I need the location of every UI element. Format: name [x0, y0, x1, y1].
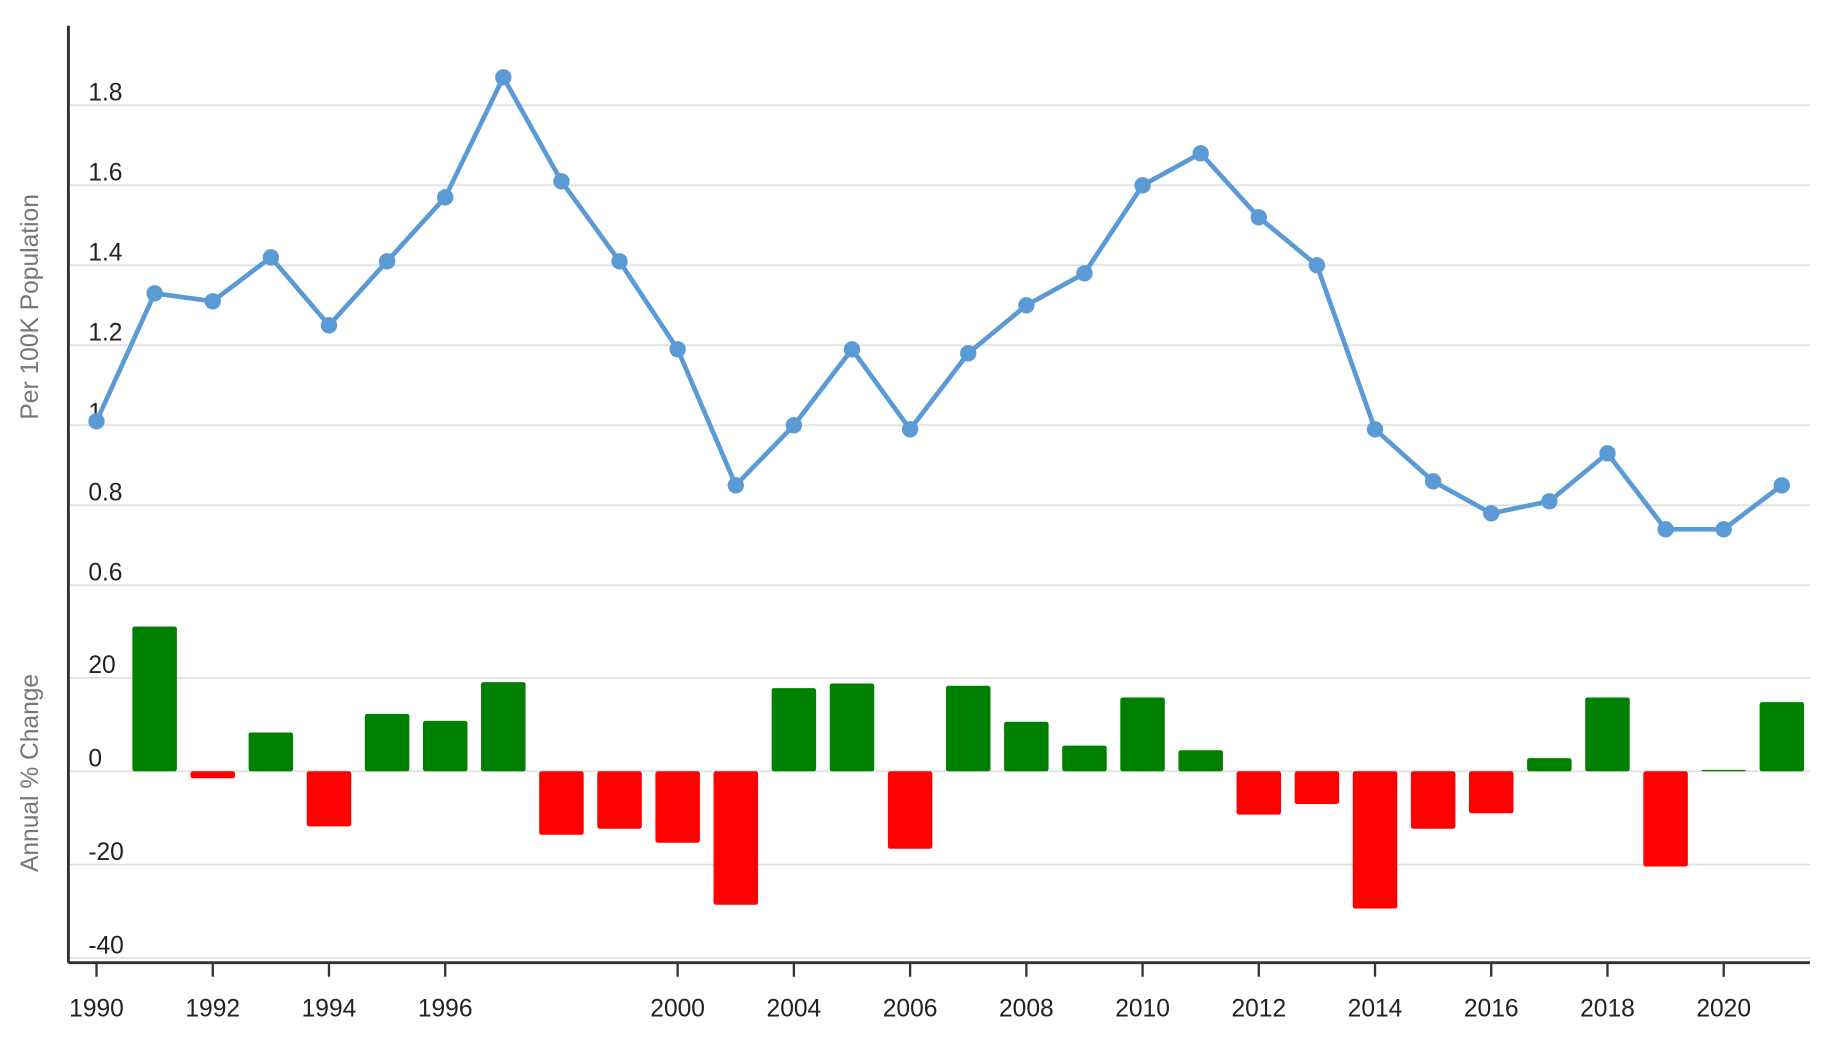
y-tick-label: 1.2 [88, 320, 122, 347]
data-point [785, 417, 803, 434]
data-point [1192, 145, 1209, 162]
x-tick-label: 1992 [185, 996, 240, 1023]
data-point [1250, 209, 1267, 226]
data-point [1308, 257, 1326, 274]
data-point [1424, 473, 1442, 490]
data-point [378, 253, 396, 270]
bar [481, 682, 526, 772]
y-tick-label: 0.8 [88, 480, 122, 507]
data-point [262, 249, 280, 266]
data-point [1018, 297, 1035, 314]
x-tick-label: 2020 [1696, 996, 1751, 1023]
y-tick-label: 0.6 [88, 560, 122, 587]
y-tick-label: 1.8 [88, 80, 122, 107]
x-tick-label: 1994 [302, 996, 357, 1023]
data-point [146, 285, 163, 302]
x-tick-label: 2004 [767, 996, 822, 1023]
bar [132, 626, 177, 772]
data-point [1483, 505, 1500, 522]
bar [1701, 769, 1746, 772]
y-tick-label: 0 [88, 746, 102, 773]
bar [655, 771, 700, 843]
bar [1178, 750, 1223, 772]
bar [248, 732, 294, 772]
data-point [204, 293, 221, 310]
x-tick-label: 2006 [883, 996, 938, 1023]
bar [539, 771, 584, 835]
bar [1294, 771, 1340, 804]
bar [190, 771, 236, 779]
data-point [1366, 421, 1384, 438]
data-point [1599, 445, 1616, 462]
y-tick-label: 1.4 [88, 240, 122, 267]
bar [1527, 758, 1572, 772]
y-tick-label: -20 [88, 839, 124, 866]
bar [1759, 702, 1805, 772]
y-tick-label: 20 [88, 652, 115, 679]
bar [1468, 771, 1514, 814]
data-point [901, 421, 919, 438]
data-point [495, 69, 512, 86]
x-tick-label: 2018 [1580, 996, 1635, 1023]
x-tick-label: 2010 [1115, 996, 1170, 1023]
bar [364, 713, 410, 772]
data-point [1134, 177, 1151, 194]
bar [1410, 771, 1456, 829]
x-tick-label: 2014 [1348, 996, 1403, 1023]
bar [713, 771, 759, 905]
bar [1120, 697, 1165, 772]
data-point [1773, 477, 1791, 494]
bar [771, 688, 817, 772]
data-point [88, 413, 105, 430]
bar [829, 683, 875, 772]
data-point [437, 189, 454, 206]
y-tick-label: 1.6 [88, 160, 122, 187]
bar [597, 771, 642, 829]
y-axis-label: Annual % Change [17, 674, 44, 872]
bar [306, 771, 352, 827]
data-point [553, 173, 570, 190]
y-axis-label: Per 100K Population [17, 194, 44, 419]
y-tick-label: -40 [88, 932, 124, 959]
data-point [1541, 493, 1558, 510]
x-tick-label: 2008 [999, 996, 1054, 1023]
data-point [1076, 265, 1093, 282]
bar [1585, 697, 1630, 772]
bar [422, 720, 468, 772]
bar [1643, 771, 1688, 867]
data-point [960, 345, 977, 362]
bar [1062, 745, 1107, 772]
data-point [669, 341, 686, 358]
data-point [611, 253, 628, 270]
bar [1004, 721, 1049, 772]
data-point [1657, 521, 1674, 538]
bar [945, 685, 991, 772]
data-point [320, 317, 338, 334]
x-tick-label: 2012 [1231, 996, 1286, 1023]
bar [887, 771, 933, 849]
x-tick-label: 2000 [650, 996, 705, 1023]
bar [1352, 771, 1398, 909]
x-tick-label: 2016 [1464, 996, 1519, 1023]
x-tick-label: 1996 [418, 996, 473, 1023]
data-point [727, 477, 744, 494]
data-point [843, 341, 861, 358]
bar [1236, 771, 1282, 815]
data-line [94, 74, 1784, 532]
data-point [1715, 521, 1732, 538]
x-tick-label: 1990 [69, 996, 124, 1023]
